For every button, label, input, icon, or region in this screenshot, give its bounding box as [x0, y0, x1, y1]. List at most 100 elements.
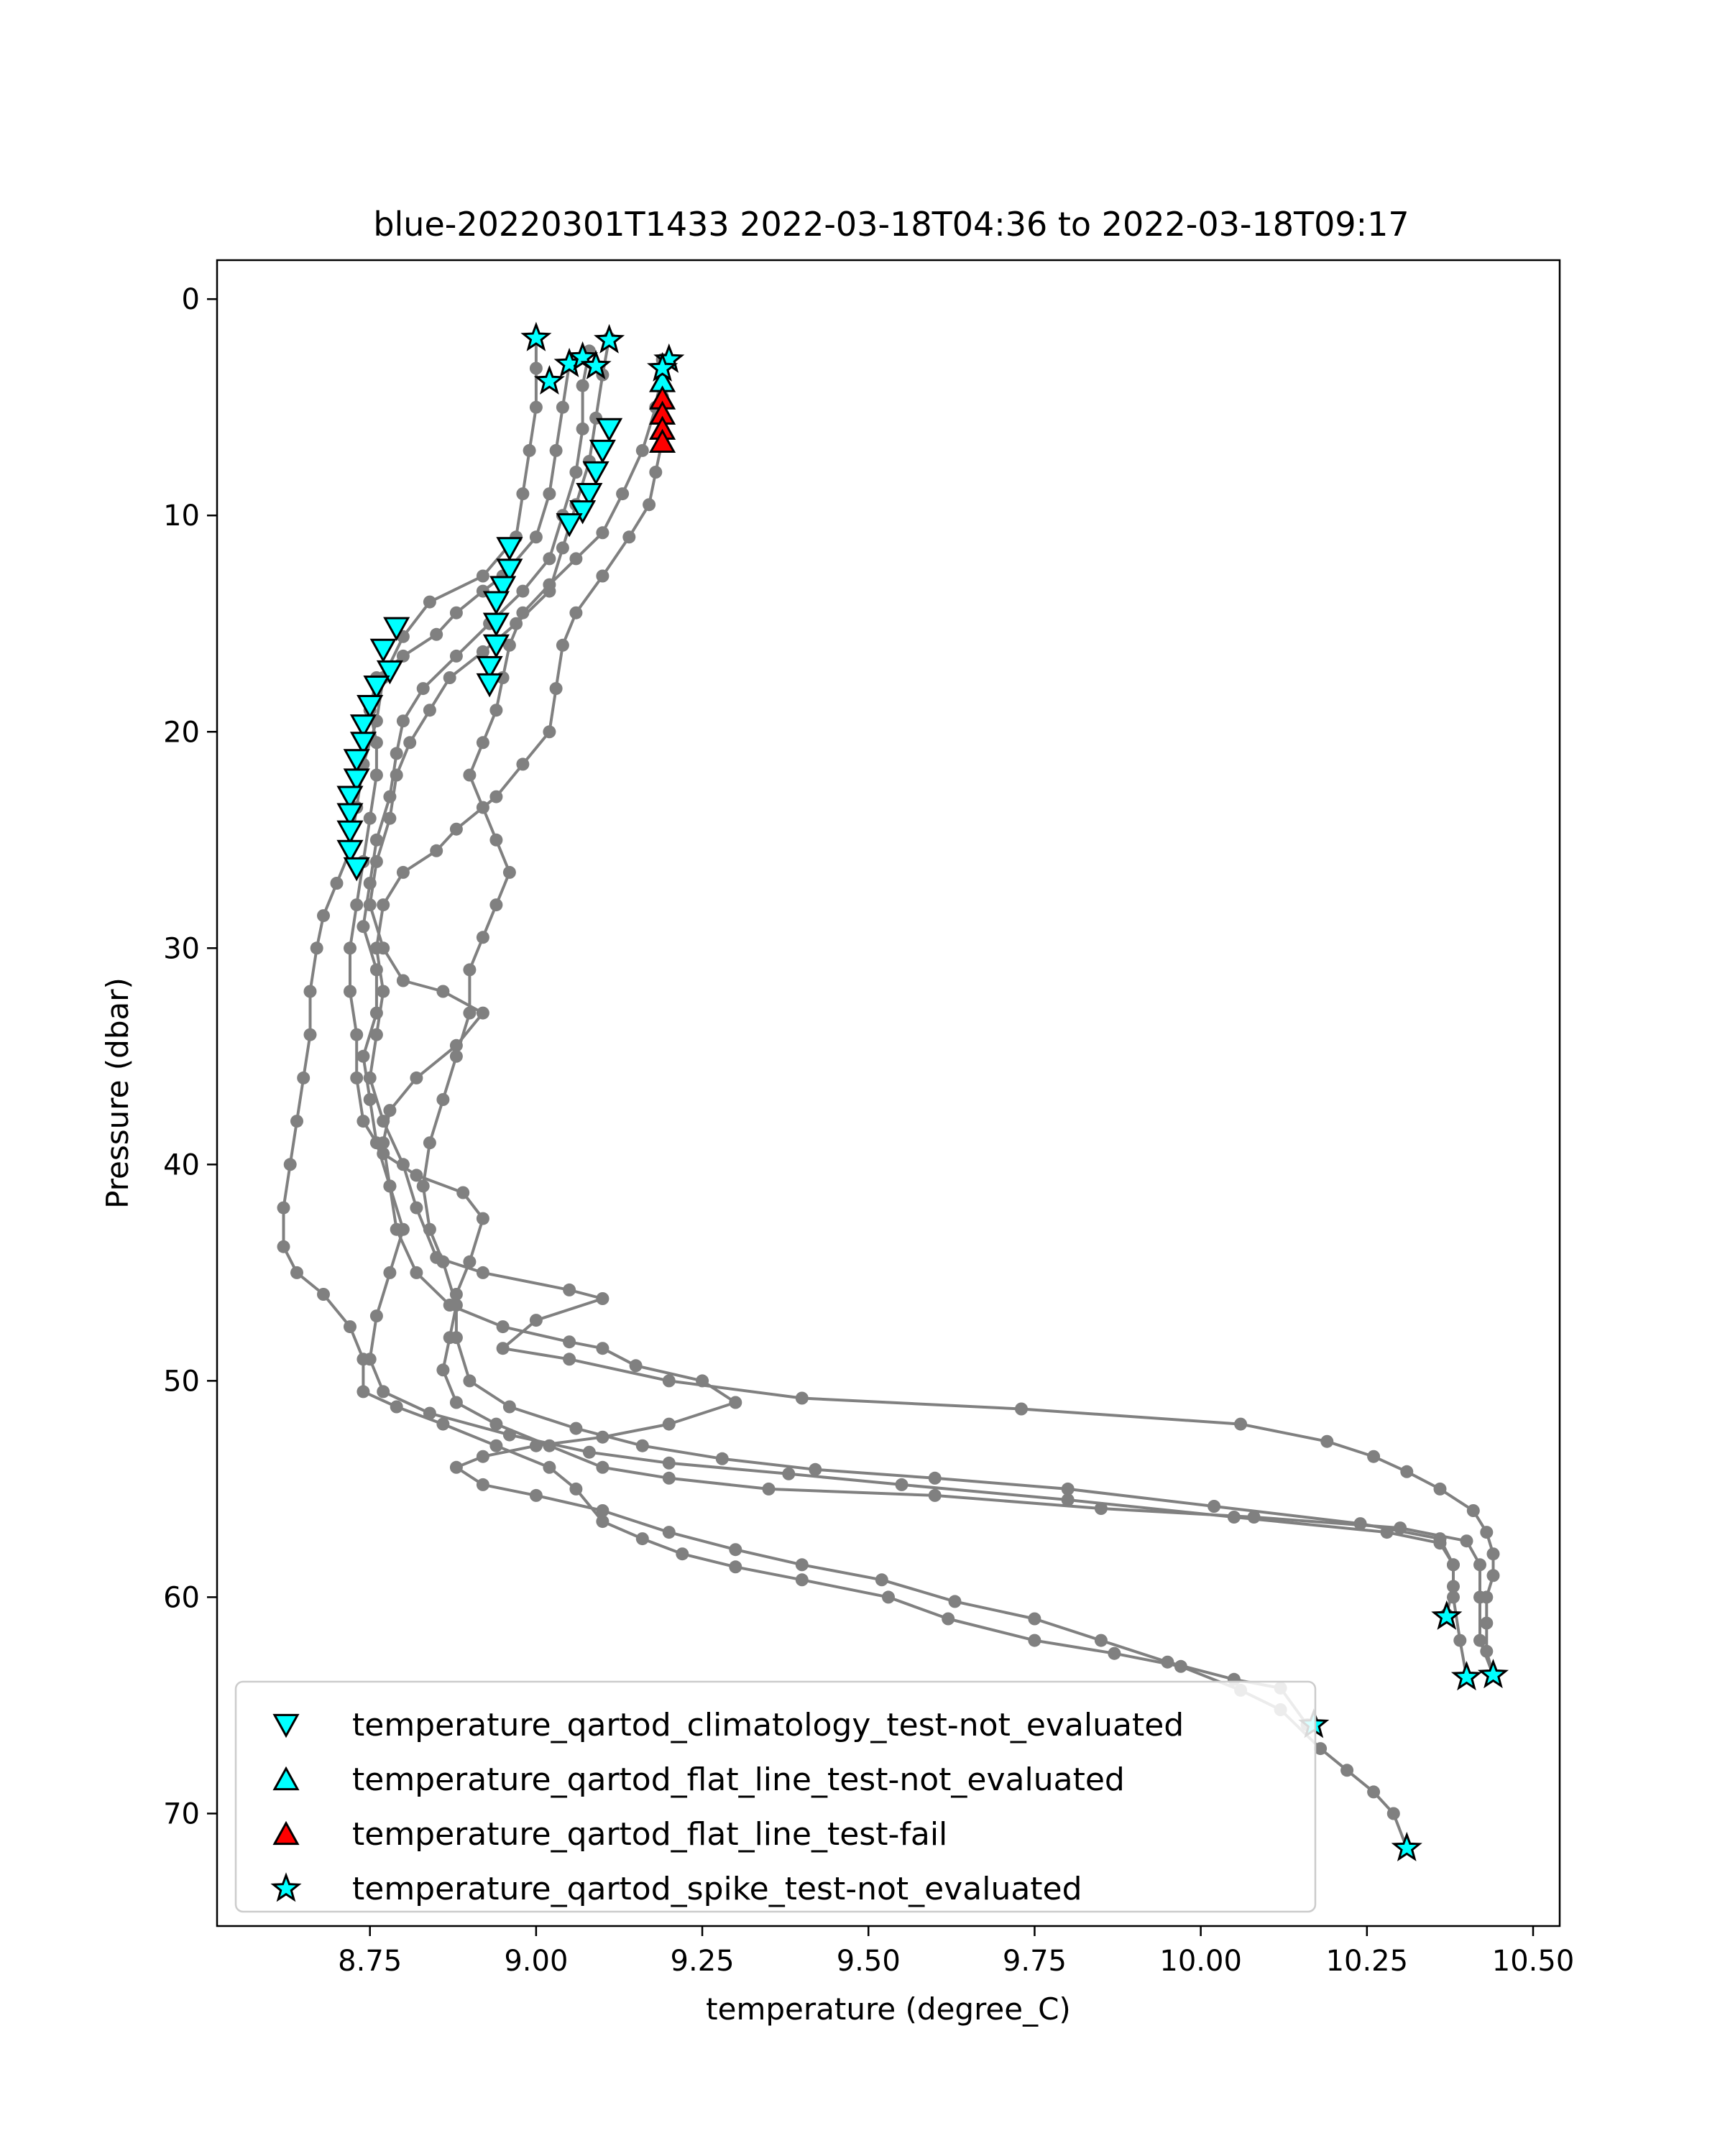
- profile-point: [662, 1526, 676, 1539]
- legend-label: temperature_qartod_spike_test-not_evalua…: [352, 1871, 1082, 1907]
- profile-point: [377, 941, 390, 955]
- profile-point: [569, 1422, 583, 1435]
- x-tick-label: 9.25: [671, 1945, 735, 1978]
- profile-point: [496, 1342, 510, 1355]
- profile-point: [290, 1266, 303, 1279]
- profile-point: [622, 530, 636, 544]
- profile-point: [569, 466, 583, 479]
- profile-point: [489, 833, 503, 847]
- profile-point: [303, 1028, 317, 1041]
- profile-point: [1486, 1547, 1500, 1561]
- profile-point: [297, 1071, 310, 1084]
- flag-marker: [482, 591, 510, 615]
- profile-point: [1466, 1504, 1480, 1517]
- profile-point: [1447, 1558, 1460, 1572]
- legend: temperature_qartod_climatology_test-not_…: [234, 1680, 1317, 1913]
- legend-box: [234, 1680, 1317, 1913]
- flag-marker: [356, 695, 384, 719]
- profile-point: [489, 1439, 503, 1452]
- profile-point: [449, 1299, 463, 1312]
- profile-point: [290, 1115, 303, 1128]
- profile-point: [596, 1515, 610, 1529]
- profile-point: [463, 768, 477, 782]
- y-axis-label: Pressure (dbar): [100, 977, 135, 1209]
- y-tick-label: 60: [163, 1581, 200, 1614]
- profile-6: [416, 361, 1500, 1682]
- profile-point: [350, 1028, 364, 1041]
- profile-point: [563, 1353, 576, 1366]
- profile-point: [377, 1136, 390, 1150]
- profile-line: [362, 351, 1455, 1615]
- profile-point: [563, 1335, 576, 1349]
- legend-marker: [272, 1766, 300, 1791]
- profile-point: [390, 1400, 403, 1414]
- profile-point: [1480, 1526, 1494, 1539]
- profile-point: [396, 714, 410, 728]
- profile-point: [569, 1482, 583, 1496]
- profile-point: [369, 854, 383, 868]
- profile-point: [795, 1558, 809, 1572]
- profile-point: [449, 1460, 463, 1474]
- profile-point: [529, 361, 543, 375]
- profile-point: [317, 909, 330, 923]
- profile-point: [502, 638, 516, 652]
- profile-point: [369, 1028, 383, 1041]
- y-tick-label: 20: [163, 716, 200, 749]
- profile-point: [1028, 1634, 1041, 1647]
- profile-point: [476, 1478, 489, 1491]
- flag-marker: [589, 439, 616, 464]
- profile-point: [549, 443, 563, 457]
- legend-item: temperature_qartod_flat_line_test-fail: [272, 1816, 947, 1853]
- profile-point: [1208, 1500, 1221, 1513]
- x-tick-label: 10.00: [1159, 1945, 1242, 1978]
- profile-point: [529, 530, 543, 544]
- flag-marker: [476, 655, 503, 681]
- flag-marker: [376, 660, 403, 685]
- profile-point: [596, 1430, 610, 1444]
- profile-point: [1061, 1493, 1075, 1506]
- flag-marker: [336, 786, 364, 810]
- profile-point: [895, 1478, 908, 1491]
- profile-point: [1367, 1785, 1381, 1799]
- x-tick-label: 8.75: [338, 1945, 402, 1978]
- profile-point: [476, 645, 489, 658]
- legend-item: temperature_qartod_spike_test-not_evalua…: [270, 1871, 1082, 1907]
- profile-point: [1234, 1417, 1248, 1431]
- profile-point: [369, 768, 383, 782]
- profile-point: [310, 941, 323, 955]
- profile-point: [782, 1467, 796, 1480]
- profile-point: [383, 1179, 397, 1193]
- flag-marker: [349, 732, 377, 756]
- profile-point: [423, 704, 436, 717]
- profile-point: [476, 569, 489, 583]
- profile-point: [1314, 1742, 1328, 1756]
- profile-point: [1061, 1482, 1075, 1496]
- flag-marker: [476, 673, 503, 698]
- profile-point: [516, 757, 530, 771]
- profile-point: [1460, 1534, 1473, 1548]
- profile-point: [662, 1374, 676, 1388]
- profile-point: [762, 1482, 776, 1496]
- profile-point: [356, 1049, 370, 1063]
- profile-point: [430, 844, 443, 857]
- profile-point: [543, 1439, 556, 1452]
- profile-point: [443, 1331, 456, 1345]
- profile-point: [449, 1049, 463, 1063]
- x-tick-label: 9.75: [1003, 1945, 1067, 1978]
- legend-item: temperature_qartod_climatology_test-not_…: [272, 1707, 1184, 1743]
- x-tick-label: 10.50: [1492, 1945, 1575, 1978]
- flag-marker: [594, 323, 625, 354]
- profile-point: [569, 606, 583, 619]
- x-tick-label: 10.25: [1326, 1945, 1409, 1978]
- profile-point: [1247, 1511, 1261, 1524]
- profile-point: [317, 1288, 330, 1301]
- flag-marker: [336, 839, 364, 865]
- profile-point: [410, 1071, 423, 1084]
- profile-point: [928, 1488, 942, 1502]
- flag-marker: [369, 638, 397, 663]
- profile-point: [1480, 1616, 1494, 1630]
- profile-point: [715, 1452, 729, 1465]
- profile-point: [1386, 1807, 1400, 1820]
- profile-point: [1400, 1465, 1414, 1478]
- profile-point: [543, 487, 556, 501]
